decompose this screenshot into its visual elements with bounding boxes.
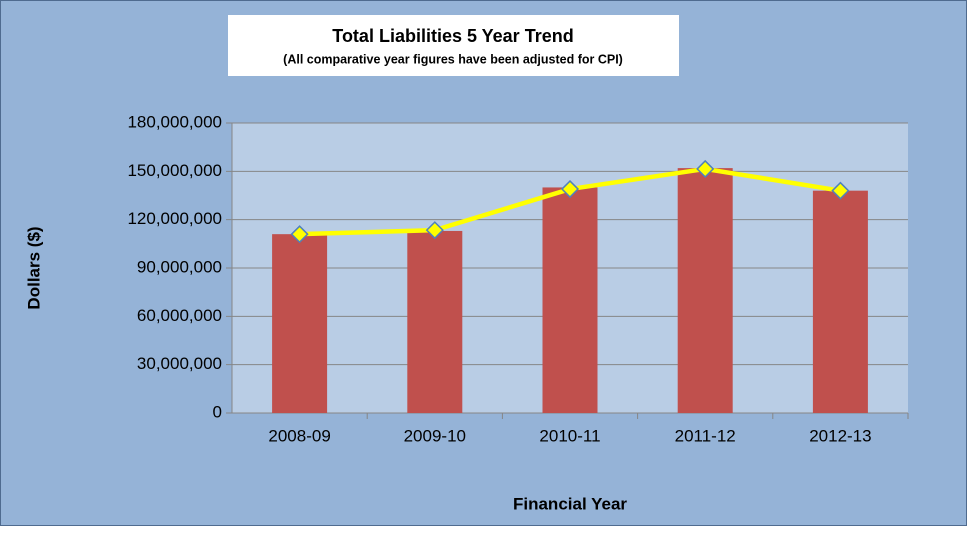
chart-title: Total Liabilities 5 Year Trend [332, 26, 573, 46]
x-tick-label: 2011-12 [675, 426, 736, 445]
y-tick-label: 60,000,000 [137, 306, 222, 325]
title-box [228, 15, 679, 76]
bar [272, 234, 328, 413]
y-axis-title: Dollars ($) [24, 226, 43, 309]
y-tick-label: 90,000,000 [137, 257, 222, 276]
bar [542, 187, 598, 413]
bar [407, 230, 463, 413]
y-tick-label: 180,000,000 [127, 112, 222, 131]
y-tick-label: 30,000,000 [137, 354, 222, 373]
x-tick-label: 2009-10 [404, 426, 466, 445]
line-marker [696, 159, 715, 178]
bar [812, 190, 868, 413]
line-marker [290, 225, 309, 244]
bar [677, 168, 733, 413]
line-marker [831, 181, 850, 200]
y-tick-label: 120,000,000 [127, 209, 222, 228]
y-tick-label: 0 [213, 402, 222, 421]
y-tick-label: 150,000,000 [127, 161, 222, 180]
x-tick-label: 2010-11 [539, 426, 600, 445]
line-marker [425, 221, 444, 240]
chart-subtitle: (All comparative year figures have been … [283, 52, 623, 66]
x-tick-label: 2008-09 [268, 426, 330, 445]
x-axis-title: Financial Year [513, 494, 627, 513]
x-tick-label: 2012-13 [809, 426, 871, 445]
line-marker [560, 179, 580, 199]
